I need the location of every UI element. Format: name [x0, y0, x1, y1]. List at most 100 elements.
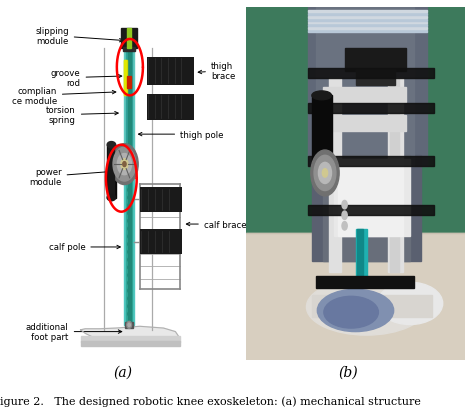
Bar [123, 48, 135, 52]
Bar [246, 233, 465, 360]
Bar [308, 104, 434, 114]
Circle shape [128, 181, 130, 184]
Circle shape [128, 243, 130, 247]
Bar [357, 230, 364, 283]
Circle shape [128, 212, 130, 216]
Text: thigh
brace: thigh brace [198, 62, 235, 81]
Bar [140, 230, 182, 254]
Circle shape [128, 281, 130, 285]
Bar [108, 145, 115, 198]
Bar [308, 8, 428, 166]
Bar [391, 79, 399, 272]
Circle shape [121, 160, 128, 170]
Text: complian
ce module: complian ce module [12, 86, 116, 106]
Circle shape [128, 250, 130, 254]
Text: groove
rod: groove rod [51, 69, 122, 88]
Bar [81, 341, 180, 346]
Ellipse shape [306, 279, 427, 335]
Bar [356, 230, 367, 283]
Text: calf brace: calf brace [186, 220, 246, 229]
Circle shape [128, 173, 130, 177]
Circle shape [342, 222, 347, 231]
Bar [124, 163, 135, 325]
Bar [140, 188, 182, 212]
Bar [147, 94, 194, 121]
Circle shape [127, 321, 132, 328]
Circle shape [128, 219, 130, 223]
Text: (a): (a) [114, 364, 133, 378]
Bar [308, 28, 428, 30]
Text: (b): (b) [338, 364, 358, 378]
Bar [345, 49, 406, 72]
Circle shape [342, 211, 347, 220]
Circle shape [128, 258, 130, 262]
Circle shape [123, 162, 126, 167]
Bar [124, 161, 131, 168]
Text: power
module: power module [29, 167, 112, 187]
Polygon shape [81, 326, 180, 342]
Bar [308, 157, 434, 166]
Circle shape [128, 324, 130, 327]
Bar [308, 11, 428, 13]
Circle shape [128, 235, 130, 239]
Bar [316, 8, 414, 166]
Bar [323, 87, 406, 103]
Bar [338, 160, 403, 237]
Circle shape [128, 305, 130, 308]
Bar [127, 77, 130, 89]
Circle shape [128, 297, 130, 301]
Circle shape [319, 163, 331, 184]
Ellipse shape [312, 162, 331, 171]
Circle shape [322, 169, 328, 178]
Ellipse shape [324, 297, 378, 328]
Bar [125, 322, 134, 328]
Circle shape [128, 189, 130, 192]
Bar [124, 47, 135, 156]
Circle shape [128, 289, 130, 293]
Bar [124, 164, 135, 172]
Text: additional
foot part: additional foot part [26, 322, 122, 342]
Bar [312, 295, 432, 318]
Ellipse shape [318, 290, 393, 332]
Bar [128, 47, 131, 156]
Bar [388, 79, 403, 272]
Text: igure 2.   The designed robotic knee exoskeleton: (a) mechanical structure: igure 2. The designed robotic knee exosk… [0, 395, 421, 406]
Ellipse shape [107, 142, 116, 148]
Circle shape [128, 227, 130, 231]
Bar [126, 163, 132, 325]
Bar [308, 22, 428, 25]
Bar [124, 61, 127, 96]
Circle shape [118, 154, 132, 175]
Circle shape [128, 204, 130, 208]
Text: torsion
spring: torsion spring [46, 106, 118, 125]
Bar [124, 155, 135, 165]
Bar [356, 70, 395, 85]
Bar [308, 25, 428, 27]
Bar [107, 145, 116, 198]
Bar [312, 96, 331, 166]
Bar [316, 276, 414, 288]
Text: slipping
module: slipping module [35, 27, 123, 46]
Ellipse shape [107, 195, 116, 201]
Ellipse shape [312, 92, 331, 101]
Bar [312, 156, 421, 261]
Bar [323, 156, 410, 261]
Bar [308, 69, 434, 79]
Bar [121, 29, 137, 49]
Bar [147, 57, 194, 85]
Bar [127, 29, 131, 49]
Bar [308, 206, 434, 216]
Circle shape [314, 156, 336, 191]
Circle shape [113, 148, 136, 182]
Bar [124, 61, 126, 96]
Circle shape [342, 201, 347, 209]
Circle shape [128, 266, 130, 270]
Bar [308, 14, 428, 16]
Bar [246, 8, 465, 237]
Circle shape [311, 151, 339, 196]
Bar [329, 79, 341, 272]
Text: calf pole: calf pole [48, 243, 120, 252]
Bar [334, 160, 410, 237]
Circle shape [128, 274, 130, 277]
Bar [128, 163, 131, 325]
